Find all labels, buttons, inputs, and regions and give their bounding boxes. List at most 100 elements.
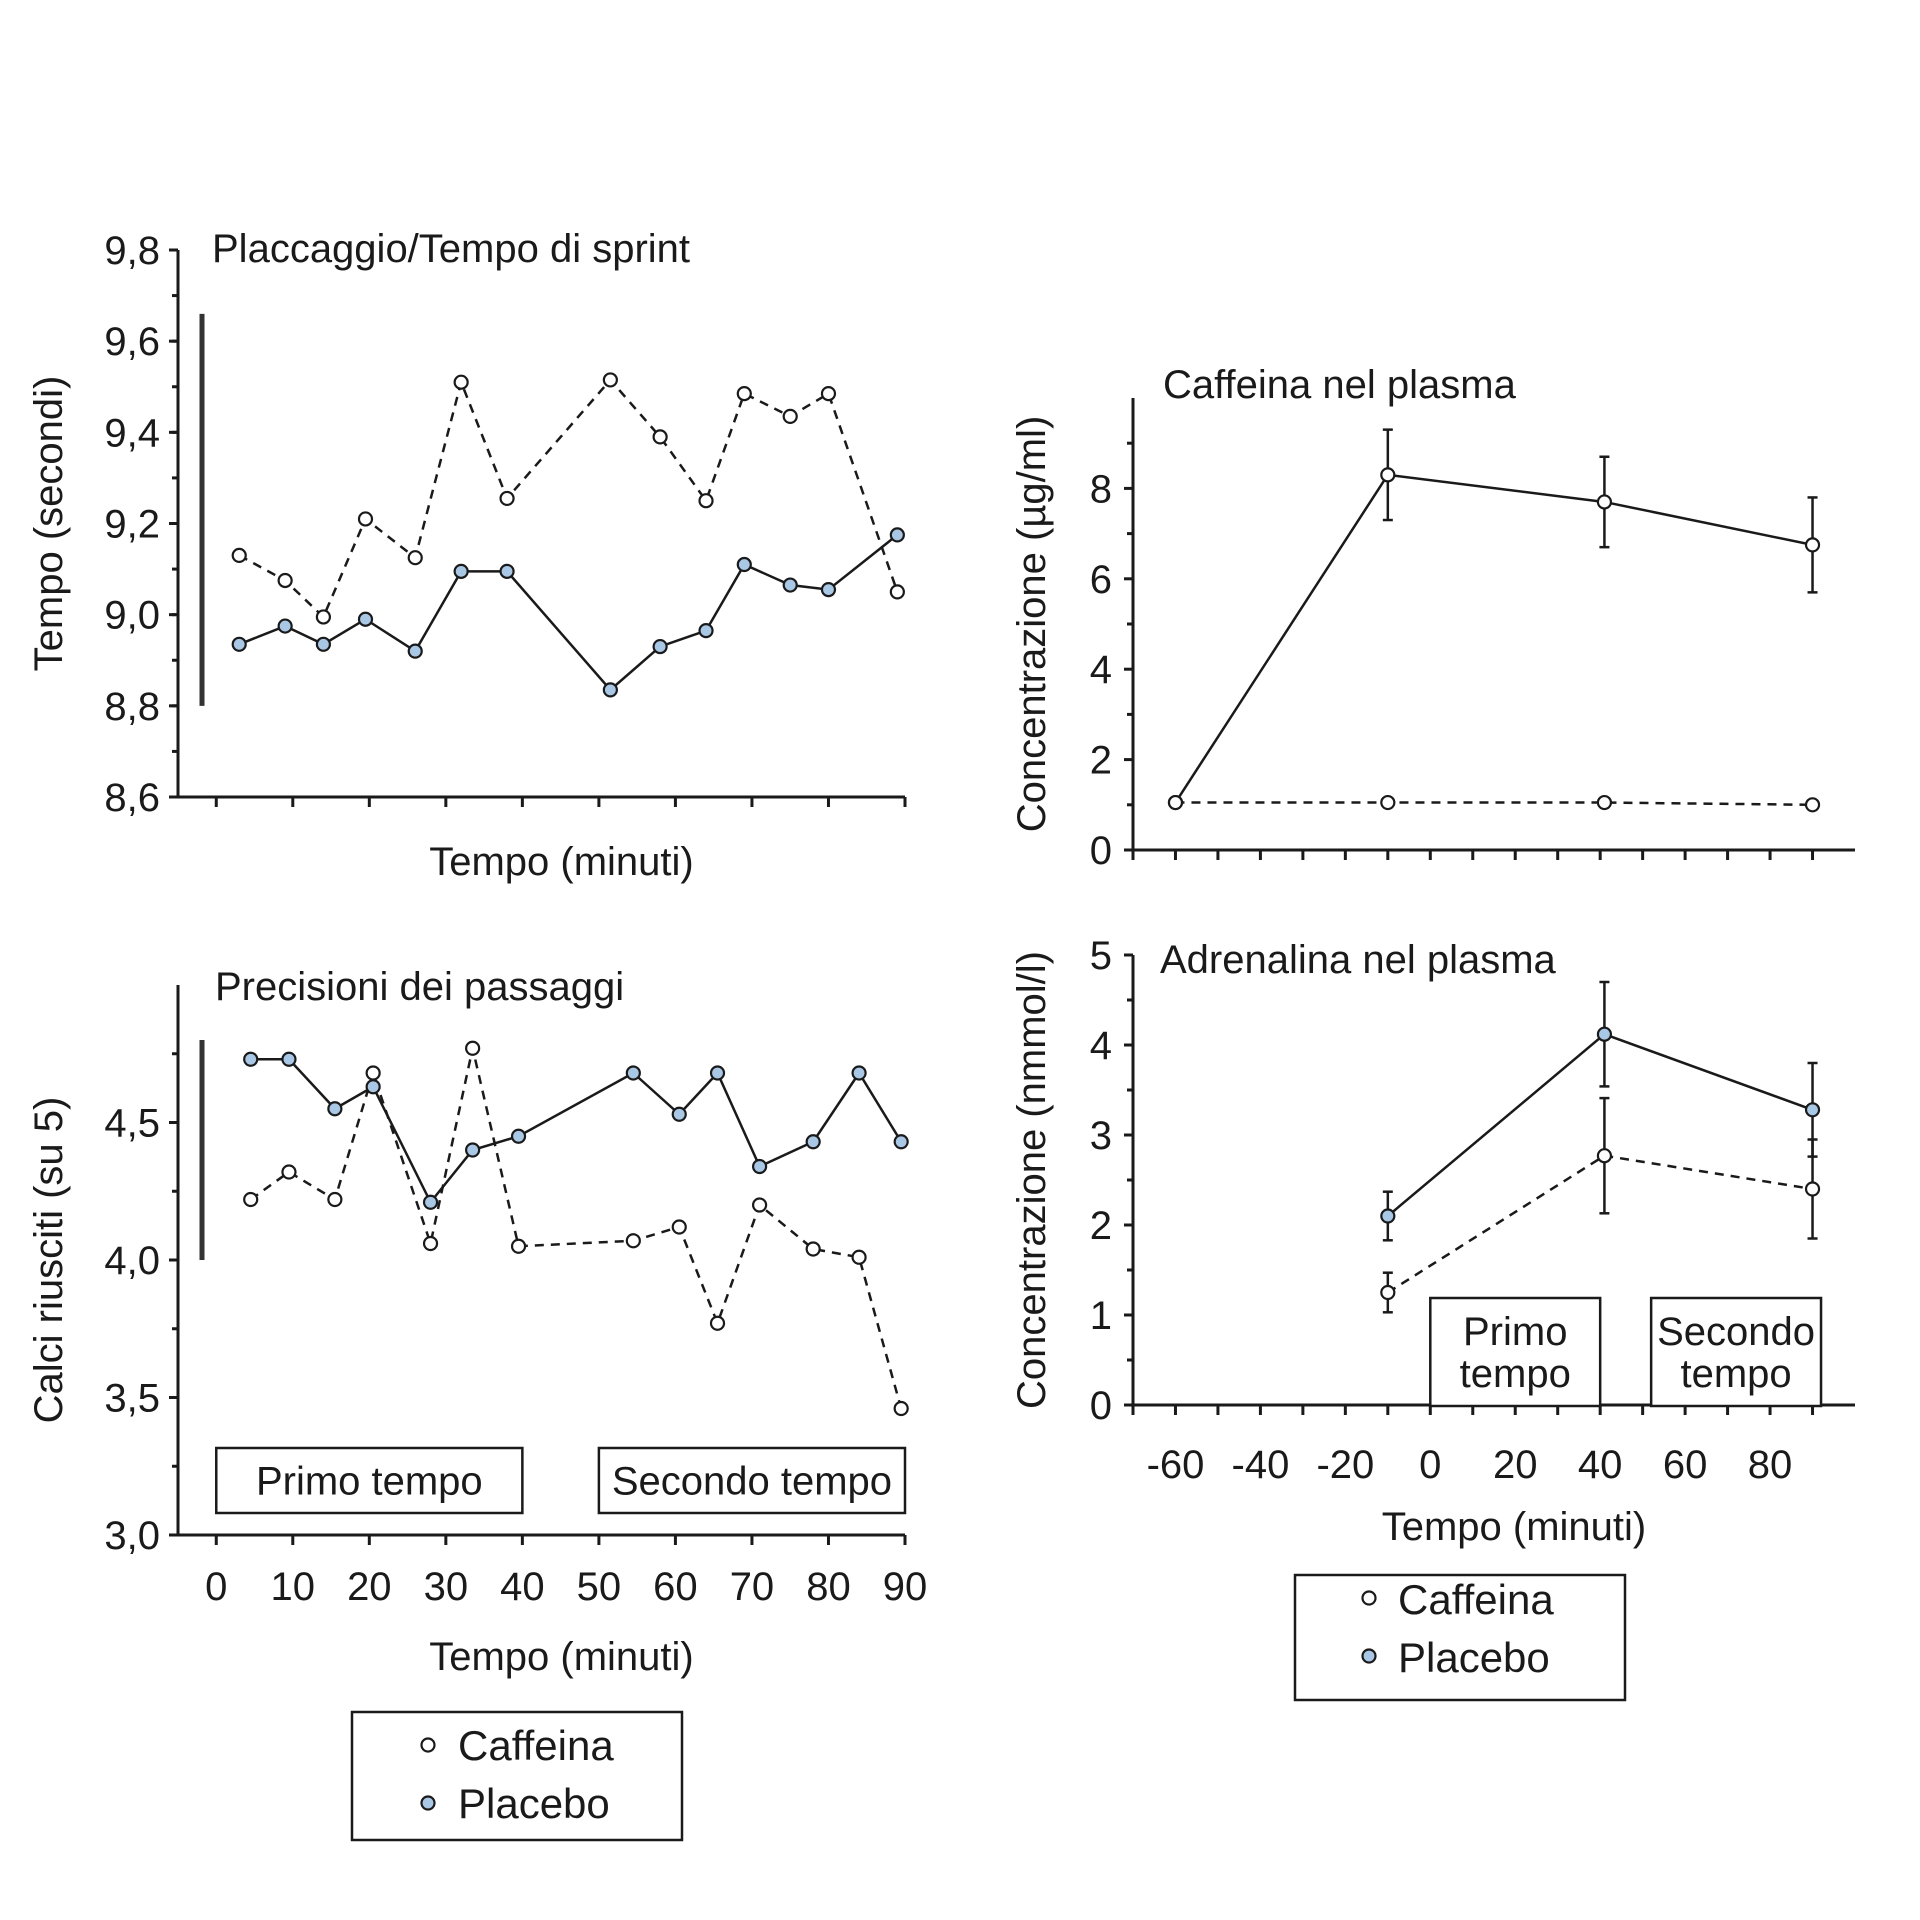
legend-left-caffeina-marker bbox=[420, 1737, 436, 1753]
caffeina-plasma-y-tick-label: 6 bbox=[1090, 558, 1112, 602]
sprint-caffeina-point bbox=[820, 385, 837, 402]
adrenalina-plasma-y-tick-label: 3 bbox=[1090, 1114, 1112, 1158]
passaggi-period-label: Secondo tempo bbox=[612, 1460, 892, 1504]
passaggi-x-tick-label: 0 bbox=[205, 1565, 227, 1609]
passaggi-caffeina-point bbox=[281, 1164, 297, 1180]
adrenalina-plasma-x-tick-label: 60 bbox=[1663, 1443, 1708, 1487]
passaggi-caffeina-point bbox=[709, 1315, 726, 1331]
legend-left: Caffeina Placebo bbox=[350, 1710, 684, 1842]
sprint-y-tick-label: 8,8 bbox=[104, 685, 160, 729]
passaggi-caffeina-point bbox=[671, 1219, 687, 1235]
passaggi-caffeina-point bbox=[243, 1191, 259, 1208]
passaggi-caffeina-point bbox=[893, 1400, 909, 1417]
passaggi-caffeina-point bbox=[751, 1197, 768, 1213]
legend-left-placebo-marker bbox=[420, 1795, 436, 1811]
passaggi-x-tick-label: 10 bbox=[271, 1565, 316, 1609]
passaggi-period-box bbox=[215, 1446, 524, 1515]
caffeina-plasma-placebo-line bbox=[1175, 801, 1813, 807]
adrenalina-plasma-placebo-point bbox=[1596, 1026, 1613, 1042]
sprint-placebo-point bbox=[407, 643, 423, 659]
passaggi-y-tick-label: 4,5 bbox=[104, 1102, 160, 1146]
sprint-placebo-point bbox=[652, 638, 668, 655]
passaggi-x-tick-label: 20 bbox=[347, 1565, 392, 1609]
sprint-y-tick-label: 8,6 bbox=[104, 776, 160, 820]
sprint-caffeina-point bbox=[499, 490, 515, 507]
sprint-caffeina-point bbox=[315, 609, 331, 625]
passaggi-x-tick-label: 50 bbox=[577, 1565, 622, 1609]
adrenalina-plasma-y-tick-label: 2 bbox=[1090, 1204, 1112, 1248]
passaggi-period-box bbox=[597, 1446, 907, 1515]
adrenalina-plasma-period-label: Primo tempo bbox=[1460, 1310, 1571, 1396]
adrenalina-plasma-x-axis-title: Tempo (minuti) bbox=[1382, 1505, 1647, 1549]
adrenalina-plasma-period-box bbox=[1429, 1296, 1602, 1408]
passaggi-caffeina-point bbox=[510, 1238, 527, 1254]
caffeina-plasma-placebo-point bbox=[1167, 794, 1184, 811]
sprint-caffeina-point bbox=[889, 584, 905, 600]
caffeina-plasma-y-tick-label: 8 bbox=[1090, 467, 1112, 511]
sprint-caffeina-point bbox=[782, 408, 798, 424]
passaggi-placebo-point bbox=[422, 1194, 439, 1210]
passaggi-caffeina-point bbox=[422, 1235, 439, 1252]
adrenalina-plasma-y-tick-label: 0 bbox=[1090, 1384, 1112, 1428]
adrenalina-plasma-placebo-point bbox=[1380, 1208, 1396, 1224]
legend-right-caffeina-marker bbox=[1361, 1590, 1377, 1606]
passaggi-x-tick-label: 80 bbox=[806, 1565, 851, 1609]
adrenalina-plasma-title: Adrenalina nel plasma bbox=[1160, 938, 1557, 982]
adrenalina-plasma-x-tick-label: -60 bbox=[1147, 1443, 1205, 1487]
sprint-y-axis-title: Tempo (secondi) bbox=[27, 376, 71, 672]
passaggi-placebo-line bbox=[250, 1058, 903, 1205]
passaggi-placebo-point bbox=[281, 1051, 297, 1067]
sprint-placebo-point bbox=[782, 577, 798, 593]
legend-right-caffeina-label: Caffeina bbox=[1398, 1576, 1554, 1623]
legend-right: Caffeina Placebo bbox=[1293, 1573, 1627, 1702]
passaggi-placebo-point bbox=[327, 1101, 343, 1117]
adrenalina-plasma-x-tick-label: 0 bbox=[1419, 1443, 1441, 1487]
sprint-y-tick-label: 9,0 bbox=[104, 594, 160, 638]
sprint-caffeina-point bbox=[453, 374, 469, 390]
caffeina-plasma-placebo-point bbox=[1804, 797, 1821, 813]
caffeina-plasma-caffeina-point bbox=[1596, 494, 1613, 510]
passaggi-placebo-point bbox=[625, 1065, 641, 1081]
sprint-caffeina-point bbox=[357, 511, 374, 527]
adrenalina-plasma-x-tick-label: 80 bbox=[1748, 1443, 1793, 1487]
sprint-y-tick-label: 9,2 bbox=[104, 503, 160, 547]
sprint-title: Placcaggio/Tempo di sprint bbox=[212, 227, 690, 271]
sprint-caffeina-line bbox=[238, 378, 899, 620]
passaggi-period-label: Primo tempo bbox=[256, 1460, 483, 1504]
passaggi-placebo-point bbox=[805, 1134, 821, 1150]
adrenalina-plasma-x-tick-label: -20 bbox=[1316, 1443, 1374, 1487]
sprint-placebo-point bbox=[820, 581, 837, 598]
legend-left-caffeina-label: Caffeina bbox=[458, 1722, 614, 1769]
caffeina-plasma-title: Caffeina nel plasma bbox=[1163, 363, 1517, 407]
passaggi-placebo-point bbox=[751, 1158, 768, 1175]
adrenalina-plasma-y-tick-label: 4 bbox=[1090, 1024, 1112, 1068]
adrenalina-plasma-caffeina-point bbox=[1380, 1284, 1396, 1301]
adrenalina-plasma-x-tick-label: 20 bbox=[1493, 1443, 1538, 1487]
passaggi-caffeina-line bbox=[249, 1047, 903, 1409]
passaggi-caffeina-point bbox=[465, 1040, 481, 1056]
sprint-y-tick-label: 9,4 bbox=[104, 411, 160, 455]
adrenalina-plasma-placebo-point bbox=[1804, 1102, 1821, 1118]
passaggi-caffeina-point bbox=[851, 1249, 867, 1265]
passaggi-placebo-point bbox=[510, 1128, 527, 1144]
passaggi-caffeina-point bbox=[365, 1065, 381, 1081]
sprint-caffeina-point bbox=[231, 547, 247, 564]
passaggi-placebo-point bbox=[243, 1051, 259, 1067]
sprint-caffeina-point bbox=[602, 372, 618, 388]
legend-right-placebo-marker bbox=[1361, 1648, 1377, 1664]
passaggi-placebo-point bbox=[851, 1065, 867, 1081]
passaggi-x-tick-label: 90 bbox=[883, 1565, 928, 1609]
caffeina-plasma-y-tick-label: 0 bbox=[1090, 829, 1112, 873]
caffeina-plasma-placebo-point bbox=[1380, 794, 1396, 811]
passaggi-placebo-point bbox=[365, 1079, 381, 1095]
adrenalina-plasma-period-box bbox=[1649, 1296, 1823, 1408]
sprint-x-axis-title: Tempo (minuti) bbox=[429, 840, 694, 884]
adrenalina-plasma-y-axis-title: Concentrazione (nmmol/l) bbox=[1010, 951, 1054, 1409]
sprint-placebo-point bbox=[453, 563, 469, 579]
adrenalina-plasma-y-tick-label: 1 bbox=[1090, 1294, 1112, 1338]
passaggi-y-tick-label: 3,0 bbox=[104, 1514, 160, 1558]
passaggi-y-tick-label: 4,0 bbox=[104, 1239, 160, 1283]
sprint-placebo-point bbox=[698, 623, 714, 639]
passaggi-caffeina-point bbox=[625, 1233, 641, 1249]
